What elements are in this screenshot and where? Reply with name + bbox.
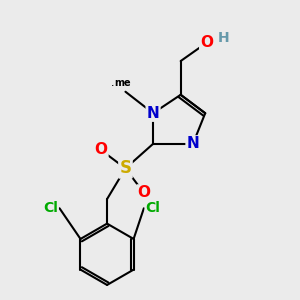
Text: H: H — [218, 31, 230, 45]
Text: S: S — [119, 159, 131, 177]
Text: N: N — [147, 106, 159, 121]
Text: Cl: Cl — [146, 201, 160, 215]
Text: O: O — [200, 35, 213, 50]
Text: N: N — [187, 136, 199, 152]
Text: me: me — [114, 78, 131, 88]
Text: methyl: methyl — [112, 85, 117, 86]
Text: O: O — [137, 185, 150, 200]
Text: Cl: Cl — [43, 201, 58, 215]
Text: O: O — [94, 142, 107, 158]
